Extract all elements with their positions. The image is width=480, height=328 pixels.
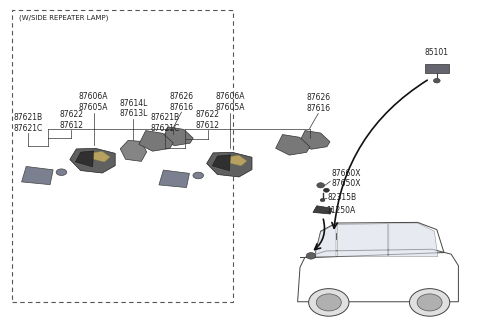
- Circle shape: [409, 289, 450, 316]
- Polygon shape: [389, 223, 438, 256]
- Polygon shape: [162, 127, 193, 146]
- Polygon shape: [75, 151, 94, 167]
- Text: 87626
87616: 87626 87616: [306, 93, 330, 113]
- Circle shape: [309, 289, 349, 316]
- Text: 82315B: 82315B: [328, 193, 357, 202]
- Circle shape: [433, 78, 440, 83]
- Polygon shape: [212, 155, 230, 171]
- Text: 87606A
87605A: 87606A 87605A: [79, 92, 108, 112]
- Text: 87606A
87605A: 87606A 87605A: [216, 92, 245, 112]
- Polygon shape: [22, 166, 53, 185]
- Polygon shape: [139, 131, 173, 151]
- Polygon shape: [120, 140, 147, 161]
- Polygon shape: [425, 64, 449, 73]
- Polygon shape: [276, 134, 310, 155]
- Bar: [12, 10, 233, 302]
- Text: 87626
87616: 87626 87616: [169, 92, 193, 112]
- Polygon shape: [206, 152, 252, 177]
- Text: 87621B
87621C: 87621B 87621C: [13, 113, 42, 133]
- Text: 11250A: 11250A: [326, 206, 356, 215]
- Ellipse shape: [193, 172, 204, 179]
- Ellipse shape: [56, 169, 67, 175]
- Text: (W/SIDE REPEATER LAMP): (W/SIDE REPEATER LAMP): [19, 15, 108, 21]
- Circle shape: [317, 183, 324, 188]
- Text: 85101: 85101: [425, 49, 449, 57]
- Polygon shape: [159, 170, 190, 188]
- Text: 87622
87612: 87622 87612: [196, 110, 220, 130]
- Polygon shape: [314, 224, 336, 256]
- Polygon shape: [70, 148, 115, 173]
- Circle shape: [320, 198, 325, 202]
- Polygon shape: [313, 206, 332, 214]
- Circle shape: [417, 294, 442, 311]
- Polygon shape: [226, 155, 247, 166]
- Polygon shape: [299, 131, 330, 149]
- Text: 87660X
87650X: 87660X 87650X: [331, 169, 360, 189]
- Text: 87622
87612: 87622 87612: [59, 110, 83, 130]
- Text: 87621B
87621C: 87621B 87621C: [150, 113, 179, 133]
- Circle shape: [324, 188, 329, 192]
- Circle shape: [306, 253, 316, 259]
- Text: 87614L
87613L: 87614L 87613L: [119, 99, 148, 118]
- Polygon shape: [337, 224, 388, 256]
- Polygon shape: [89, 152, 110, 162]
- Circle shape: [316, 294, 341, 311]
